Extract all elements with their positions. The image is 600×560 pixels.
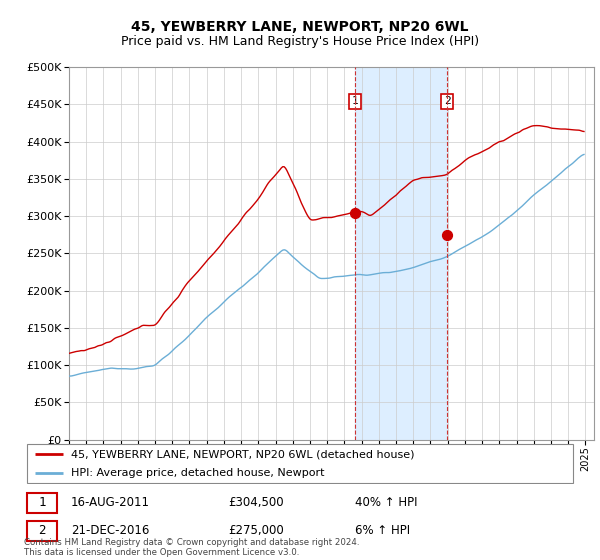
Text: 16-AUG-2011: 16-AUG-2011 xyxy=(71,496,150,510)
Text: 45, YEWBERRY LANE, NEWPORT, NP20 6WL (detached house): 45, YEWBERRY LANE, NEWPORT, NP20 6WL (de… xyxy=(71,449,415,459)
Point xyxy=(442,230,452,239)
Text: 2: 2 xyxy=(444,96,451,106)
Text: £304,500: £304,500 xyxy=(228,496,284,510)
Text: 6% ↑ HPI: 6% ↑ HPI xyxy=(355,524,410,538)
Text: Contains HM Land Registry data © Crown copyright and database right 2024.
This d: Contains HM Land Registry data © Crown c… xyxy=(24,538,359,557)
FancyBboxPatch shape xyxy=(27,444,573,483)
FancyBboxPatch shape xyxy=(27,493,57,513)
Point xyxy=(350,208,360,217)
FancyBboxPatch shape xyxy=(27,521,57,541)
Text: Price paid vs. HM Land Registry's House Price Index (HPI): Price paid vs. HM Land Registry's House … xyxy=(121,35,479,48)
Text: 40% ↑ HPI: 40% ↑ HPI xyxy=(355,496,418,510)
Text: 2: 2 xyxy=(38,524,46,538)
Text: HPI: Average price, detached house, Newport: HPI: Average price, detached house, Newp… xyxy=(71,468,325,478)
Text: £275,000: £275,000 xyxy=(228,524,284,538)
Text: 1: 1 xyxy=(352,96,358,106)
Bar xyxy=(355,67,447,440)
Text: 1: 1 xyxy=(38,496,46,510)
Text: 45, YEWBERRY LANE, NEWPORT, NP20 6WL: 45, YEWBERRY LANE, NEWPORT, NP20 6WL xyxy=(131,20,469,34)
Text: 21-DEC-2016: 21-DEC-2016 xyxy=(71,524,149,538)
